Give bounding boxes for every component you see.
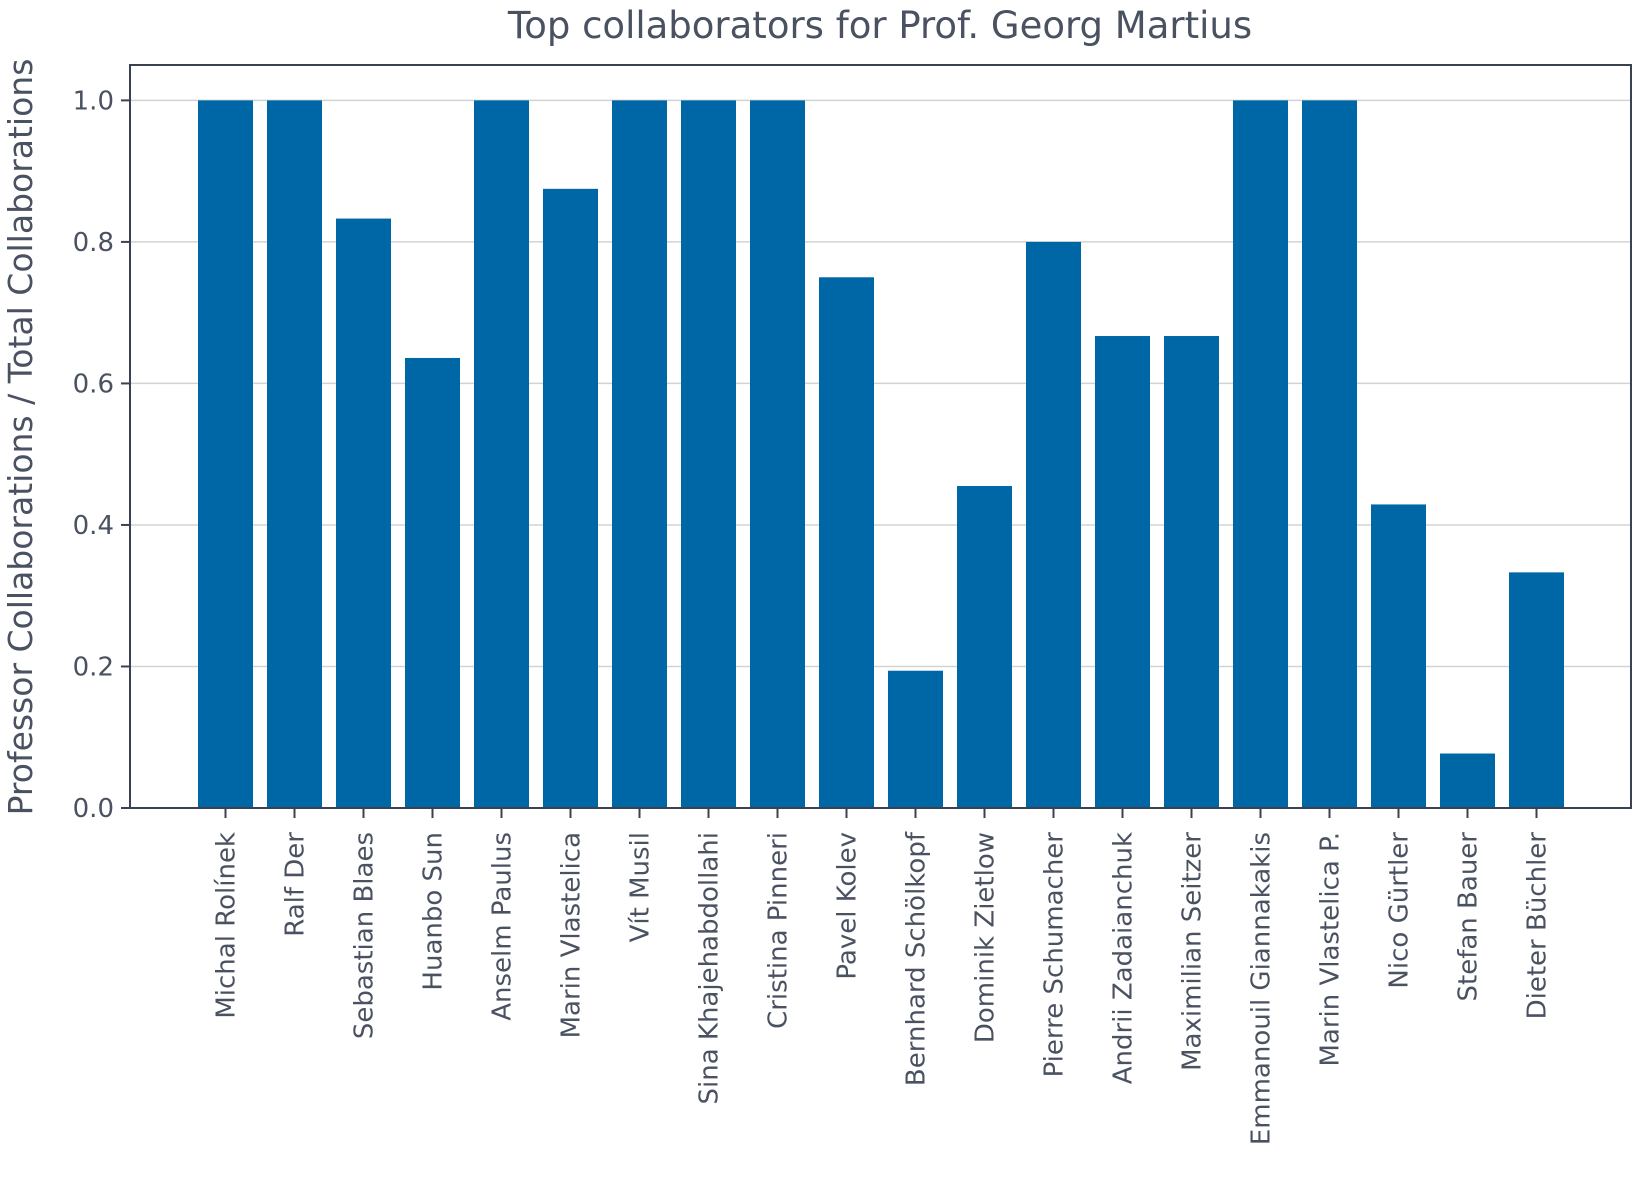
- x-tick-label: Maximilian Seitzer: [1178, 832, 1208, 1071]
- y-tick-label: 0.2: [73, 652, 114, 682]
- x-tick-label: Pavel Kolev: [833, 832, 863, 980]
- y-tick-label: 0.0: [73, 794, 114, 824]
- bar: [1302, 100, 1357, 808]
- bar: [1026, 241, 1081, 808]
- bar: [819, 277, 874, 808]
- x-tick-label: Nico Gürtler: [1385, 832, 1415, 989]
- x-tick-label: Vít Musil: [626, 832, 656, 942]
- x-tick-label: Dominik Zietlow: [971, 832, 1001, 1043]
- x-tick-label: Cristina Pinneri: [764, 832, 794, 1029]
- x-tick-label: Pierre Schumacher: [1040, 832, 1070, 1078]
- x-tick-label: Huanbo Sun: [419, 832, 449, 991]
- bar: [198, 100, 253, 808]
- bar: [336, 218, 391, 808]
- x-tick-label: Stefan Bauer: [1454, 832, 1484, 1002]
- x-tick-label: Ralf Der: [281, 832, 311, 937]
- bar: [1371, 504, 1426, 808]
- y-tick-label: 1.0: [73, 86, 114, 116]
- y-axis-ticks: 0.0 0.2 0.4 0.6 0.8 1.0: [73, 86, 130, 824]
- bar: [267, 100, 322, 808]
- bar: [750, 100, 805, 808]
- x-tick-label: Sina Khajehabdollahi: [695, 832, 725, 1105]
- bar: [957, 486, 1012, 808]
- x-tick-label: Andrii Zadaianchuk: [1109, 832, 1139, 1084]
- x-axis-ticks: Michal Rolínek Ralf Der Sebastian Blaes Hua…: [212, 808, 1553, 1145]
- x-tick-label: Anselm Paulus: [488, 832, 518, 1021]
- bars: [198, 100, 1564, 809]
- bar: [405, 357, 460, 808]
- bar: [681, 100, 736, 808]
- bar: [474, 100, 529, 808]
- x-tick-label: Marin Vlastelica P.: [1316, 832, 1346, 1067]
- x-tick-label: Emmanouil Giannakakis: [1247, 832, 1277, 1145]
- bar: [1164, 336, 1219, 808]
- y-axis-label: Professor Collaborations / Total Collabo…: [1, 59, 40, 816]
- bar: [888, 670, 943, 808]
- y-tick-label: 0.8: [73, 228, 114, 258]
- y-tick-label: 0.6: [73, 369, 114, 399]
- chart-title: Top collaborators for Prof. Georg Martiu…: [507, 4, 1252, 47]
- bar: [1440, 753, 1495, 808]
- bar: [543, 188, 598, 809]
- plot-frame: [129, 64, 1632, 809]
- bar: [1095, 336, 1150, 808]
- x-tick-label: Sebastian Blaes: [350, 832, 380, 1039]
- x-tick-label: Dieter Büchler: [1523, 832, 1553, 1020]
- bar: [1509, 572, 1564, 808]
- x-tick-label: Michal Rolínek: [212, 832, 242, 1019]
- x-tick-label: Marin Vlastelica: [557, 832, 587, 1038]
- bar: [1233, 100, 1288, 808]
- x-tick-label: Bernhard Schölkopf: [902, 831, 932, 1086]
- bar: [612, 100, 667, 808]
- y-tick-label: 0.4: [73, 511, 114, 541]
